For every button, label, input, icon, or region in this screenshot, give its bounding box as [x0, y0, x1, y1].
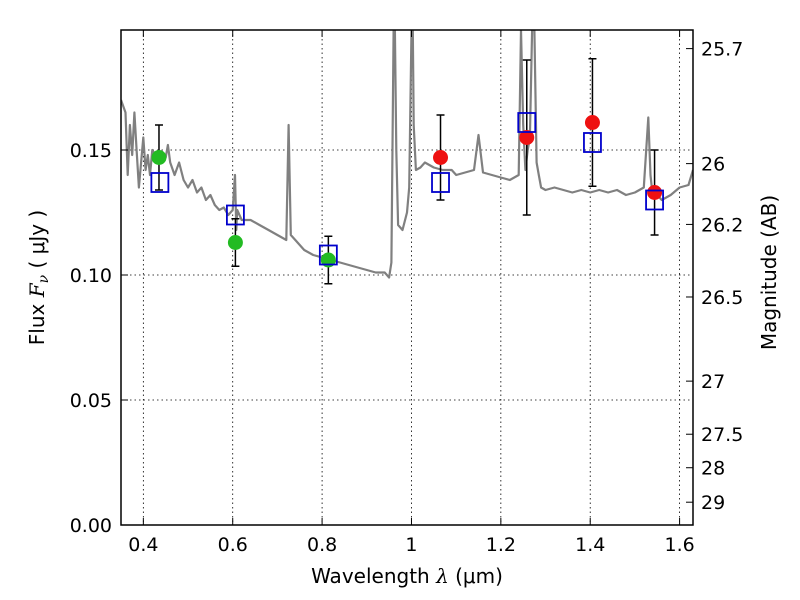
model-point [517, 112, 537, 133]
x-tick-label: 1 [405, 534, 417, 556]
x-axis-label-units: (μm) [449, 564, 503, 588]
x-tick-label: 0.6 [218, 534, 248, 556]
y-tick-label: 0.15 [70, 140, 112, 162]
plot-frame [120, 29, 694, 526]
photometry-series [150, 58, 664, 285]
y-axis-label-subscript: ν [36, 274, 52, 283]
data-point [433, 150, 449, 165]
y2-tick-label: 28 [701, 458, 725, 480]
y2-tick-label: 25.7 [701, 39, 743, 61]
y-tick-label: 0.00 [70, 515, 112, 537]
x-tick-label: 1.6 [664, 534, 694, 556]
y2-tick-label: 27 [701, 371, 725, 393]
y-tick-label: 0.10 [70, 265, 112, 287]
y2-tick-label: 29 [701, 492, 725, 514]
model-point [225, 204, 245, 226]
model-point [583, 132, 602, 153]
model-point [645, 189, 664, 211]
y-axis-label: Flux Fν ( μJy ) [25, 210, 52, 345]
model-point [318, 244, 338, 266]
y2-tick-label: 26.2 [701, 214, 743, 236]
y-axis-label-units: ( μJy ) [25, 210, 49, 275]
x-tick-label: 0.8 [307, 534, 337, 556]
data-point [151, 150, 167, 165]
y-axis-label-symbol: F [25, 282, 49, 298]
axis-ticks: 0.4 0.6 0.8 1 1.2 1.4 1.6 0.00 0.05 0.10 0.15 25.7 2… [70, 30, 743, 556]
x-axis-label-prefix: Wavelength [311, 564, 436, 588]
x-axis-label: Wavelength λ (μm) [311, 564, 503, 588]
model-point [431, 172, 450, 193]
data-point [584, 115, 600, 130]
model-spectrum [121, 30, 693, 279]
y2-tick-label: 26.5 [701, 287, 743, 309]
y2-tick-label: 27.5 [701, 424, 743, 446]
y2-axis-label: Magnitude (AB) [757, 195, 781, 350]
data-point [227, 235, 243, 250]
x-tick-label: 1.2 [486, 534, 516, 556]
y2-tick-label: 26 [701, 154, 725, 176]
x-axis-label-symbol: λ [435, 564, 449, 588]
data-point [519, 130, 535, 145]
model-point [150, 172, 170, 193]
model-spectrum-line [121, 30, 693, 279]
y-axis-label-prefix: Flux [25, 297, 49, 345]
data-point [647, 185, 663, 200]
x-tick-label: 1.4 [575, 534, 605, 556]
grid-lines [121, 30, 693, 525]
x-tick-label: 0.4 [128, 534, 158, 556]
y-tick-label: 0.05 [70, 390, 112, 412]
